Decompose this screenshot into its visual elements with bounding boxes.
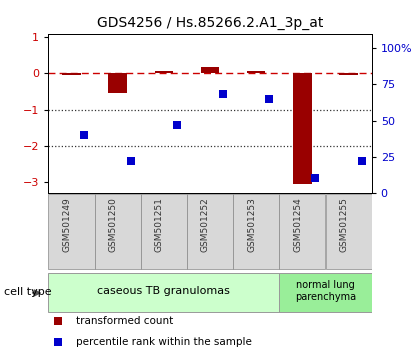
- Text: cell type: cell type: [4, 287, 52, 297]
- Text: GSM501250: GSM501250: [109, 198, 118, 252]
- Bar: [141, 194, 187, 269]
- Text: transformed count: transformed count: [76, 316, 173, 326]
- Bar: [62, 74, 81, 75]
- Bar: [108, 74, 127, 93]
- Bar: [48, 194, 94, 269]
- Bar: [293, 74, 312, 184]
- Bar: [201, 67, 219, 74]
- Bar: [233, 194, 279, 269]
- Bar: [247, 71, 265, 74]
- Text: percentile rank within the sample: percentile rank within the sample: [76, 337, 252, 347]
- Bar: [48, 273, 279, 312]
- Bar: [279, 194, 326, 269]
- Bar: [187, 194, 233, 269]
- Text: GSM501254: GSM501254: [294, 198, 302, 252]
- Text: GSM501249: GSM501249: [63, 198, 71, 252]
- Bar: [339, 74, 358, 75]
- Text: caseous TB granulomas: caseous TB granulomas: [97, 286, 230, 296]
- Text: normal lung
parenchyma: normal lung parenchyma: [295, 280, 356, 302]
- Text: GDS4256 / Hs.85266.2.A1_3p_at: GDS4256 / Hs.85266.2.A1_3p_at: [97, 16, 323, 30]
- Bar: [94, 194, 141, 269]
- Bar: [279, 273, 372, 312]
- Text: GSM501255: GSM501255: [340, 198, 349, 252]
- Bar: [326, 194, 372, 269]
- Text: GSM501251: GSM501251: [155, 198, 164, 252]
- Text: GSM501252: GSM501252: [201, 198, 210, 252]
- Text: GSM501253: GSM501253: [247, 198, 256, 252]
- Bar: [155, 71, 173, 74]
